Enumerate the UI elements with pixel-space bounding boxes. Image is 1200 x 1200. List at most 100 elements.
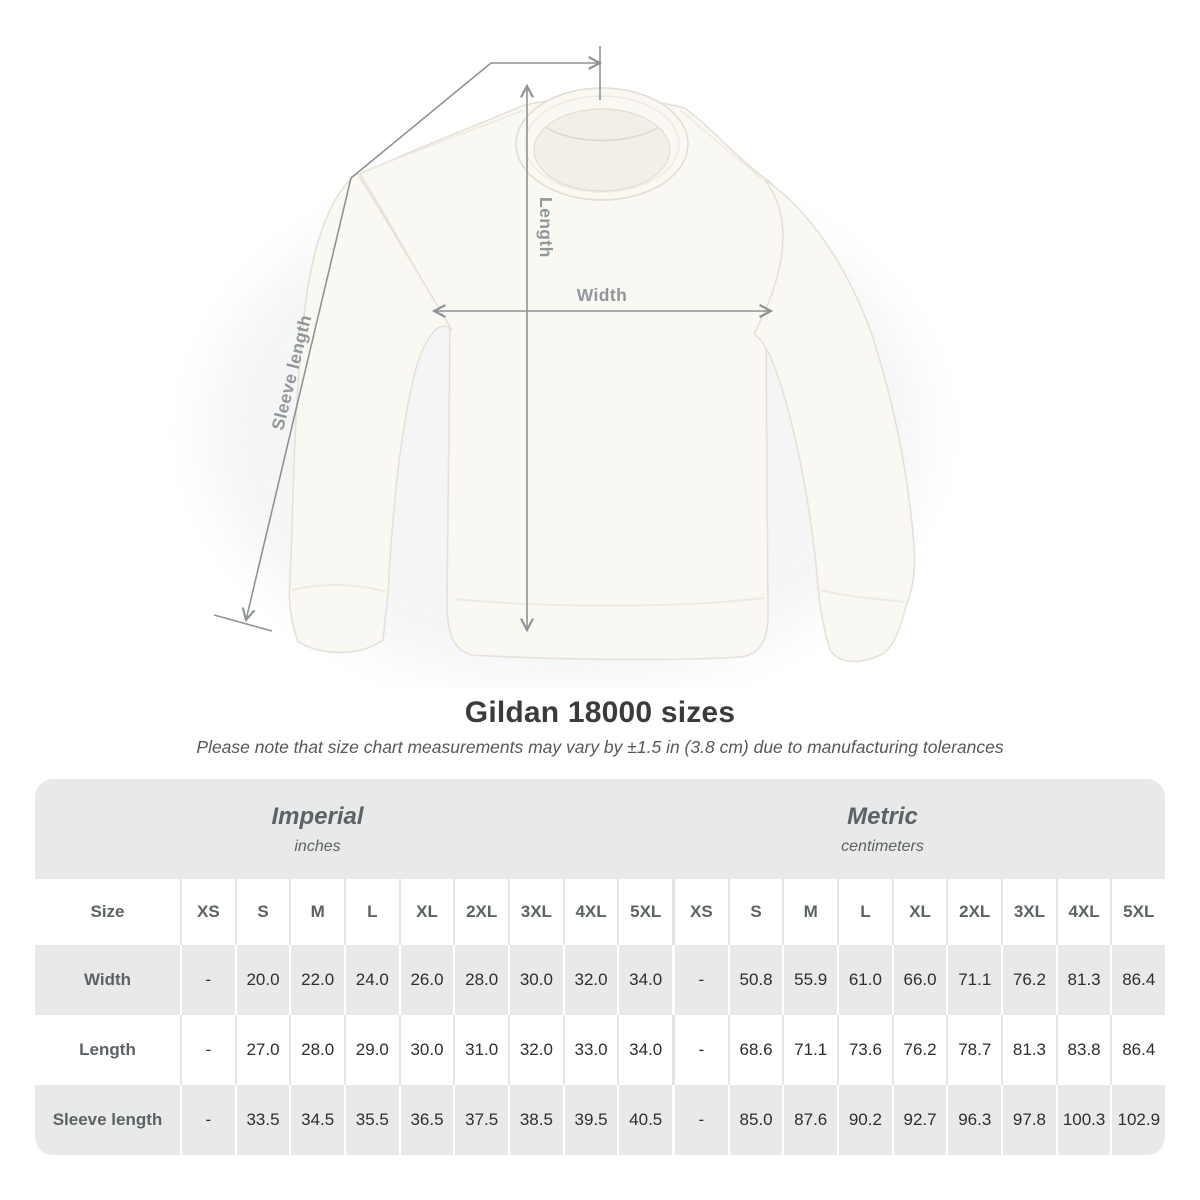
measurement-value-cell: - xyxy=(672,1015,728,1085)
collar-opening xyxy=(533,108,671,192)
measurement-value-cell: 81.3 xyxy=(1001,1015,1056,1085)
measurement-value-cell: 37.5 xyxy=(453,1085,508,1155)
measurement-value-cell: 31.0 xyxy=(453,1015,508,1085)
measurement-value-cell: 50.8 xyxy=(727,945,783,1015)
measurement-value-cell: 73.6 xyxy=(837,1015,892,1085)
right-shoulder-seam xyxy=(679,109,764,181)
measurement-value-cell: 96.3 xyxy=(946,1085,1001,1155)
measurement-lines xyxy=(213,46,771,632)
size-column-header: XS xyxy=(672,879,728,945)
measurement-value-cell: 38.5 xyxy=(508,1085,563,1155)
width-row-label: Width xyxy=(83,970,132,989)
measurement-value-cell: 26.0 xyxy=(398,945,454,1015)
measurement-value-cell: 33.5 xyxy=(234,1085,290,1155)
tolerance-note: Please note that size chart measurements… xyxy=(196,737,1004,757)
measurement-value-cell: 92.7 xyxy=(891,1085,947,1155)
measurement-value-cell: 40.5 xyxy=(617,1085,672,1155)
measurement-value-cell: - xyxy=(672,945,728,1015)
measurement-value-cell: 78.7 xyxy=(946,1015,1001,1085)
size-row-header: Size xyxy=(90,902,125,921)
measurement-value-cell: 55.9 xyxy=(782,945,837,1015)
measurement-value-cell: 68.6 xyxy=(727,1015,783,1085)
size-column-header: L xyxy=(837,879,892,945)
measurement-value-cell: 28.0 xyxy=(453,945,508,1015)
measurement-value-cell: - xyxy=(180,1015,235,1085)
measurement-value-cell: 81.3 xyxy=(1055,945,1111,1015)
size-column-header: XL xyxy=(891,879,947,945)
size-column-header: XL xyxy=(398,879,454,945)
measurement-value-cell: 61.0 xyxy=(837,945,892,1015)
measurement-value-cell: 27.0 xyxy=(234,1015,290,1085)
measurement-value-cell: 85.0 xyxy=(727,1085,783,1155)
measurement-value-cell: 86.4 xyxy=(1110,1015,1165,1085)
sleeve-length-line xyxy=(246,63,600,620)
measurement-value-cell: 20.0 xyxy=(234,945,290,1015)
measurement-value-cell: - xyxy=(672,1085,728,1155)
measurement-value-cell: - xyxy=(180,1085,235,1155)
imperial-title: Imperial xyxy=(271,802,364,830)
measurement-value-cell: 76.2 xyxy=(891,1015,947,1085)
size-column-header: 2XL xyxy=(453,879,508,945)
size-header-row: Size XS S M L XL 2XL 3XL 4XL 5XL XS S M L XL 2XL 3XL 4XL… xyxy=(35,879,1165,945)
size-column-header: 3XL xyxy=(508,879,563,945)
measurement-value-cell: 32.0 xyxy=(562,945,618,1015)
measurement-value-cell: 71.1 xyxy=(782,1015,837,1085)
measurement-value-cell: 22.0 xyxy=(289,945,344,1015)
right-sleeve xyxy=(752,179,916,663)
measurement-value-cell: 34.0 xyxy=(617,1015,672,1085)
measurement-value-cell: 34.0 xyxy=(617,945,672,1015)
sleeve-length-row-label: Sleeve length xyxy=(52,1110,163,1129)
measurement-value-cell: 76.2 xyxy=(1001,945,1056,1015)
size-column-header: 4XL xyxy=(1055,879,1111,945)
size-column-header: 3XL xyxy=(1001,879,1056,945)
measurement-value-cell: 35.5 xyxy=(344,1085,399,1155)
measurement-value-cell: 83.8 xyxy=(1055,1015,1111,1085)
imperial-header: Imperial inches xyxy=(35,779,600,879)
measurement-value-cell: 97.8 xyxy=(1001,1085,1056,1155)
size-column-header: S xyxy=(234,879,290,945)
length-row-label: Length xyxy=(79,1040,136,1059)
measurement-value-cell: 39.5 xyxy=(562,1085,618,1155)
cuff-tick xyxy=(213,614,273,632)
size-table: Imperial inches Metric centimeters Size … xyxy=(35,779,1165,1155)
length-row: Length -27.0 28.0 29.0 30.0 31.0 32.0 33.0 34.0… xyxy=(35,1015,1165,1085)
measurement-value-cell: 36.5 xyxy=(398,1085,454,1155)
measurement-value-cell: 100.3 xyxy=(1055,1085,1111,1155)
metric-unit: centimeters xyxy=(841,837,924,855)
title-block: Gildan 18000 sizes Please note that size… xyxy=(0,696,1200,758)
measurement-value-cell: - xyxy=(180,945,235,1015)
sweatshirt-illustration xyxy=(205,46,925,685)
sweatshirt-measurement-diagram: Length Width Sleeve length xyxy=(205,46,925,685)
measurement-value-cell: 102.9 xyxy=(1110,1085,1165,1155)
metric-title: Metric xyxy=(847,802,918,830)
size-column-header: L xyxy=(344,879,399,945)
sleeve-length-row: Sleeve length -33.5 34.5 35.5 36.5 37.5 38.5 3… xyxy=(35,1085,1165,1155)
measurement-value-cell: 90.2 xyxy=(837,1085,892,1155)
metric-header: Metric centimeters xyxy=(600,779,1165,879)
page-title: Gildan 18000 sizes xyxy=(464,696,736,729)
size-column-header: M xyxy=(289,879,344,945)
measurement-value-cell: 28.0 xyxy=(289,1015,344,1085)
measurement-value-cell: 30.0 xyxy=(508,945,563,1015)
measurement-value-cell: 66.0 xyxy=(891,945,947,1015)
width-row: Width -20.0 22.0 24.0 26.0 28.0 30.0 32.0 34.0-… xyxy=(35,945,1165,1015)
measurement-value-cell: 33.0 xyxy=(562,1015,618,1085)
measurement-value-cell: 34.5 xyxy=(289,1085,344,1155)
right-cuff-seam xyxy=(819,589,905,603)
size-column-header: M xyxy=(782,879,837,945)
size-column-header: XS xyxy=(180,879,235,945)
measurement-value-cell: 29.0 xyxy=(344,1015,399,1085)
length-measure-label: Length xyxy=(536,197,556,258)
measurement-value-cell: 24.0 xyxy=(344,945,399,1015)
measurement-value-cell: 71.1 xyxy=(946,945,1001,1015)
size-column-header: 2XL xyxy=(946,879,1001,945)
size-column-header: 4XL xyxy=(562,879,618,945)
size-column-header: S xyxy=(727,879,783,945)
width-measure-label: Width xyxy=(576,285,628,305)
measurement-value-cell: 30.0 xyxy=(398,1015,454,1085)
measurement-value-cell: 32.0 xyxy=(508,1015,563,1085)
size-column-header: 5XL xyxy=(1110,879,1165,945)
imperial-unit: inches xyxy=(294,837,341,855)
measurement-value-cell: 86.4 xyxy=(1110,945,1165,1015)
